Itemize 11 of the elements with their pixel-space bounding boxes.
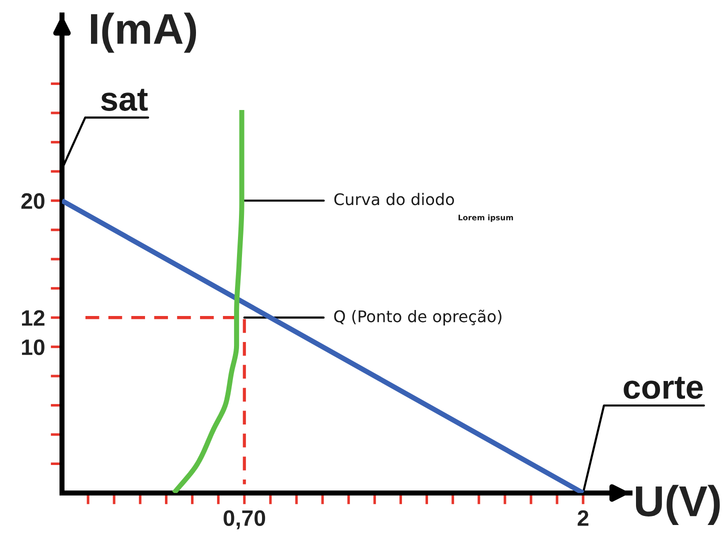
annotation: Q (Ponto de opreção) — [334, 310, 502, 326]
x-tick-label: 0,70 — [224, 510, 266, 530]
y-tick-label: 12 — [22, 310, 44, 326]
y-tick-label: 20 — [21, 193, 44, 209]
y-axis-title: I(mA) — [91, 12, 196, 53]
annotation: Curva do diodo — [334, 192, 454, 206]
annotation: sat — [101, 88, 148, 111]
x-tick-label: 2 — [578, 510, 588, 526]
annotation: corte — [624, 376, 703, 399]
x-axis-title: U(V) — [636, 484, 720, 526]
y-tick-label: 10 — [22, 339, 44, 356]
